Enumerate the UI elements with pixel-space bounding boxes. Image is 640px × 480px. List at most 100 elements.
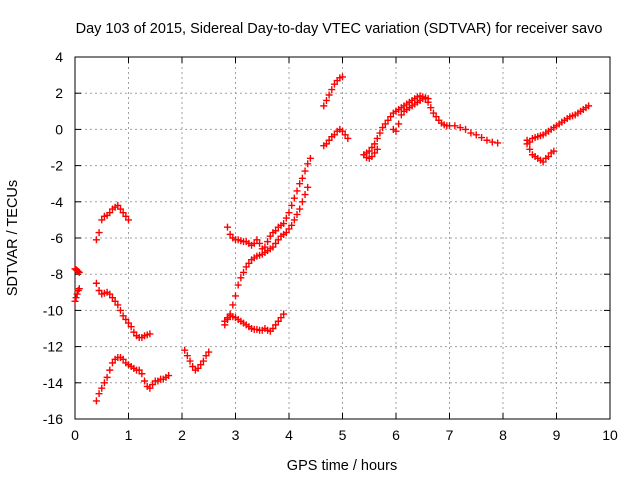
data-point [384,116,392,124]
data-point [478,134,486,142]
data-point [130,328,138,336]
data-point [114,301,122,309]
data-point [483,136,491,144]
data-point [322,140,330,148]
data-point [111,297,119,305]
data-point [365,147,373,155]
data-point [368,153,376,161]
x-tick-label: 3 [232,427,240,443]
data-point [223,223,231,231]
data-point [523,140,531,148]
data-point [189,363,197,371]
data-point [181,346,189,354]
data-point [379,124,387,132]
y-tick-label: 4 [55,49,63,65]
data-point [376,129,384,137]
data-point [306,154,314,162]
data-point [395,120,403,128]
x-tick-label: 5 [339,427,347,443]
data-point [98,216,106,224]
data-point [74,267,82,275]
data-point [221,321,229,329]
x-tick-label: 1 [125,427,133,443]
data-point [127,323,135,331]
data-point [95,286,103,294]
data-point [119,355,127,363]
data-point [226,230,234,238]
data-point [125,319,132,327]
data-point [95,390,103,398]
data-point [325,91,333,99]
data-point [100,379,108,387]
data-point [341,131,349,139]
data-point [114,201,122,209]
data-point [146,384,154,392]
data-point [98,384,106,392]
data-point [429,109,437,117]
data-point [73,290,81,298]
y-tick-label: 2 [55,85,63,101]
data-point [288,201,296,209]
x-tick-label: 7 [446,427,454,443]
data-point [194,364,202,372]
data-point [526,145,534,153]
data-series [360,145,381,162]
data-point [282,214,290,222]
data-point [293,187,301,195]
y-tick-label: -16 [43,411,63,427]
grid [75,57,610,419]
data-point [296,205,304,213]
data-point [296,180,304,188]
data-point [467,129,475,137]
data-point [95,229,103,237]
data-point [261,243,269,251]
data-point [494,139,502,147]
data-point [373,134,381,142]
y-tick-label: -6 [51,230,64,246]
data-point [280,310,288,318]
data-point [373,145,381,153]
data-point [550,147,558,155]
data-point [301,191,309,199]
data-point [298,174,306,182]
x-tick-label: 8 [499,427,507,443]
data-point [387,113,395,121]
data-point [301,167,309,175]
data-point [197,361,205,369]
data-point [116,205,124,213]
data-point [282,229,290,237]
data-point [122,212,130,220]
data-point [72,294,80,302]
x-tick-label: 9 [553,427,561,443]
data-point [397,111,405,119]
y-tick-label: -8 [51,266,64,282]
data-point [432,113,440,121]
data-series [92,279,154,342]
data-point [245,259,253,267]
data-point [280,220,288,228]
data-point [330,131,338,139]
data-point [165,372,173,380]
chart-title: Day 103 of 2015, Sidereal Day-to-day VTE… [76,21,603,37]
data-point [392,127,400,135]
data-series [360,92,502,159]
data-point [146,330,154,338]
data-point [288,221,296,229]
y-tick-label: -10 [43,302,63,318]
data-point [339,127,346,135]
data-series [221,183,312,329]
data-point [116,306,124,314]
data-point [149,381,157,389]
data-point [371,149,379,157]
data-point [253,236,261,244]
data-point [229,301,237,309]
data-point [274,236,282,244]
y-tick-label: -12 [43,339,63,355]
data-series [92,353,173,405]
data-series [92,201,132,244]
data-point [199,357,207,365]
data-series [523,102,593,146]
data-point [232,292,239,300]
data-point [92,236,100,244]
